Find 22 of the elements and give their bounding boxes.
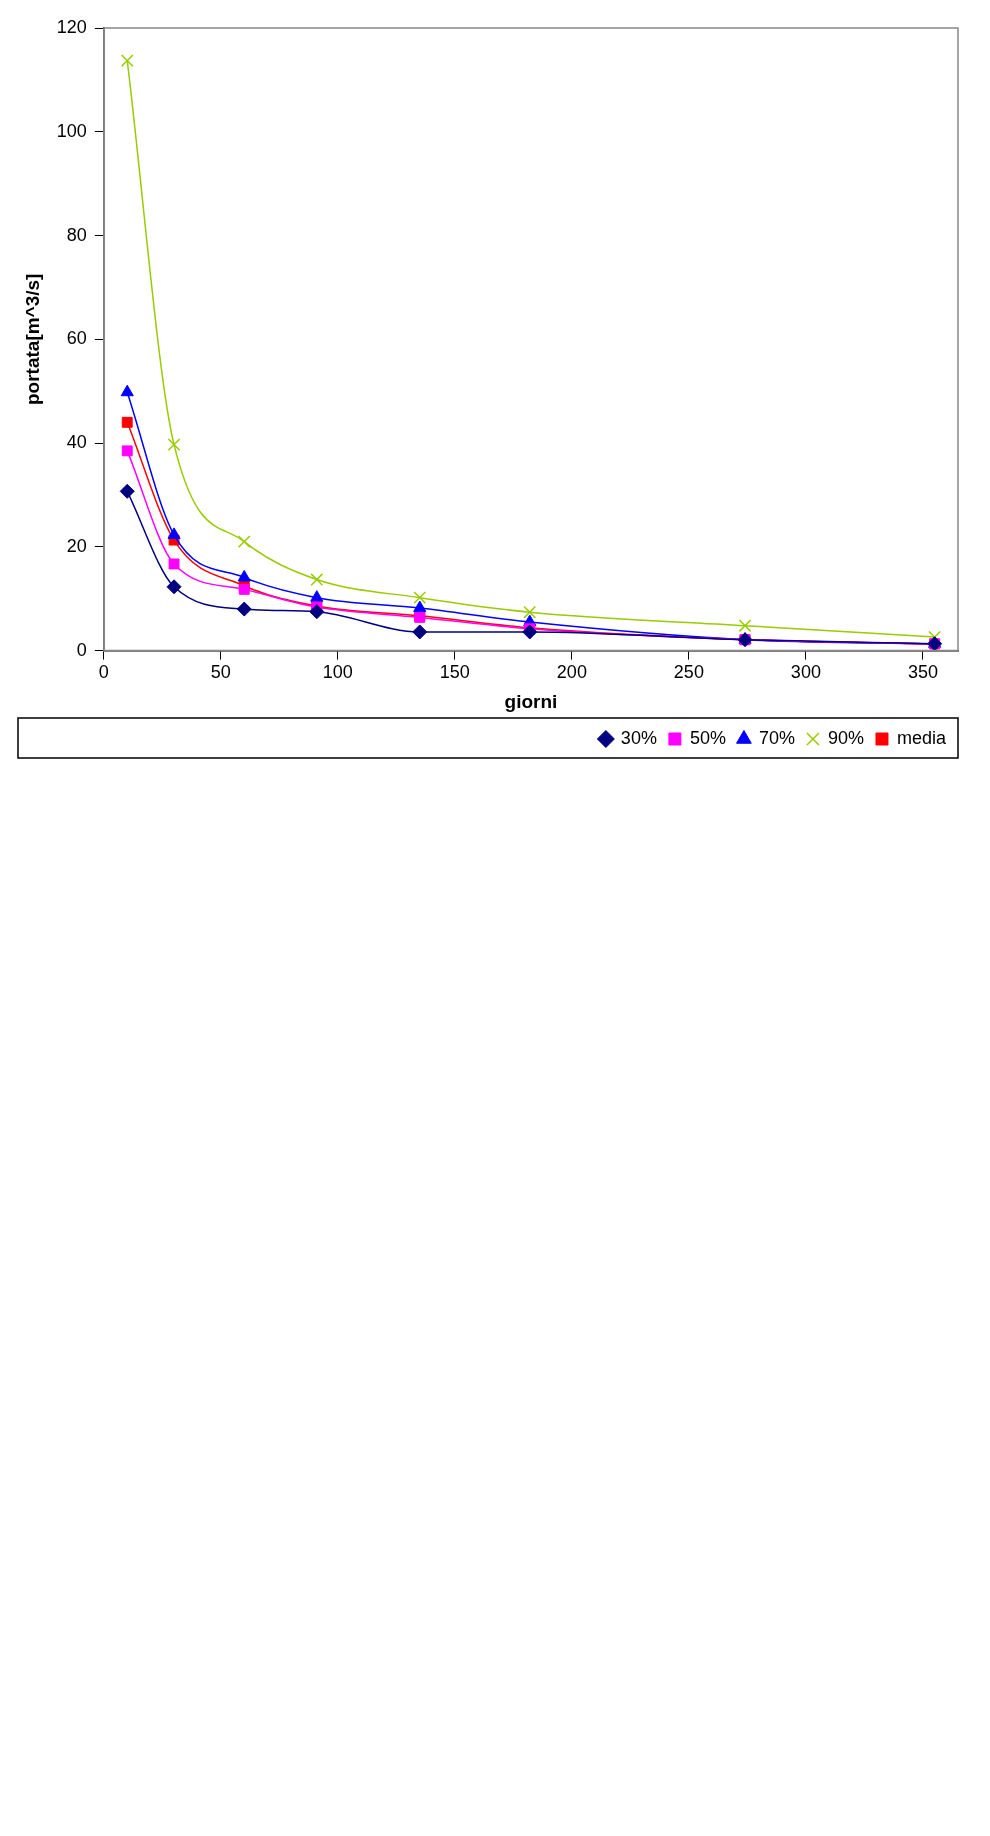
legend-label: media	[896, 727, 947, 748]
x-tick-label: 50	[210, 662, 231, 683]
legend-label: 90%	[827, 727, 864, 748]
y-tick-label: 40	[66, 432, 87, 453]
legend-label: 70%	[758, 727, 795, 748]
x-tick-label: 150	[439, 662, 470, 683]
y-tick-label: 0	[76, 639, 87, 660]
x-tick-label: 300	[790, 662, 821, 683]
x-tick-label: 0	[98, 662, 109, 683]
y-tick-label: 20	[66, 535, 87, 556]
x-axis-title: giorni	[504, 690, 558, 712]
x-tick-label: 350	[907, 662, 938, 683]
legend-label: 30%	[620, 727, 657, 748]
legend-label: 50%	[689, 727, 726, 748]
y-tick-label: 100	[56, 120, 87, 141]
x-tick-label: 100	[322, 662, 353, 683]
x-tick-label: 200	[556, 662, 587, 683]
y-tick-label: 60	[66, 328, 87, 349]
y-tick-label: 80	[66, 224, 87, 245]
y-axis-title: portata[m^3/s]	[21, 273, 43, 406]
x-tick-label: 250	[673, 662, 704, 683]
y-tick-label: 120	[56, 16, 87, 37]
